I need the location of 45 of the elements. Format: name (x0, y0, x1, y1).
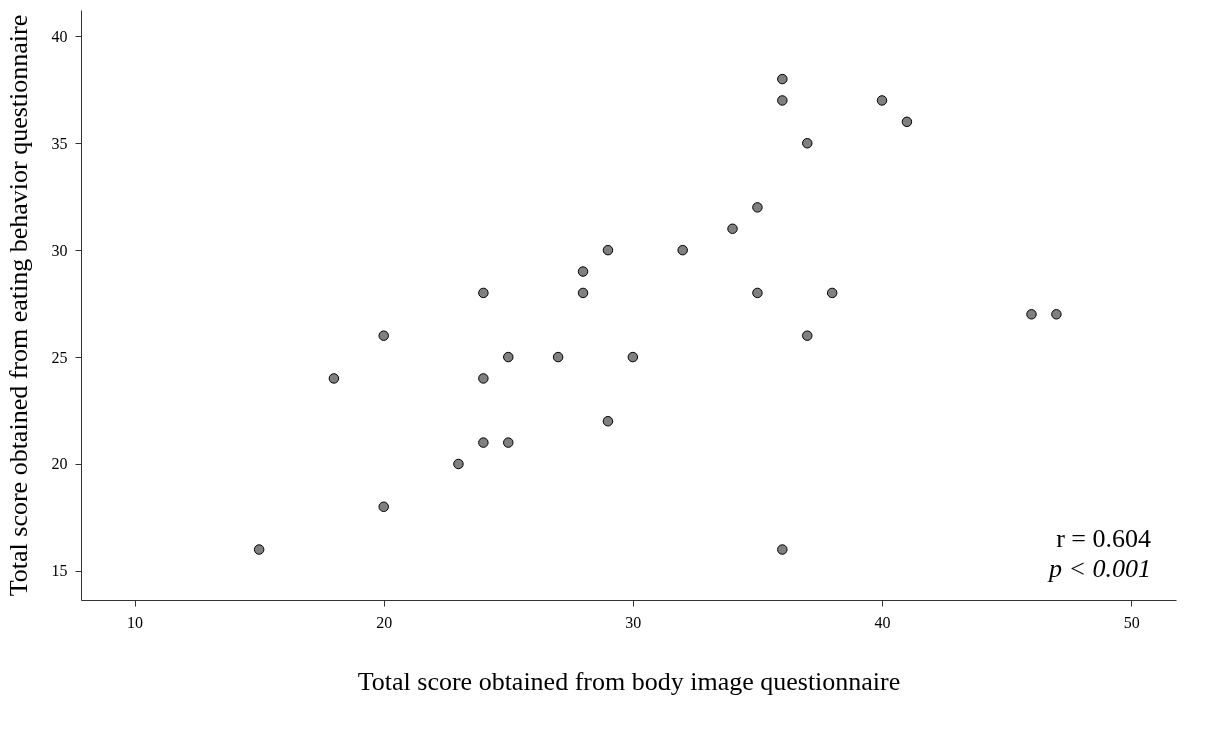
point (876, 95, 888, 106)
point (552, 351, 564, 363)
point (577, 266, 589, 277)
point (802, 137, 813, 149)
point (777, 73, 788, 85)
point (602, 415, 614, 427)
annotation: r = 0.604 (1056, 524, 1151, 553)
point (777, 95, 788, 106)
point (378, 501, 389, 512)
y-tick-label: 40 (51, 27, 68, 45)
point (802, 330, 813, 341)
point (727, 223, 738, 234)
x-tick-label: 30 (625, 613, 642, 631)
point (901, 116, 913, 128)
point (602, 244, 614, 256)
x-tick-label: 10 (127, 613, 144, 631)
y-tick-label: 20 (51, 455, 68, 473)
y-tick-label: 25 (51, 348, 68, 366)
point (1051, 309, 1062, 320)
point (328, 373, 340, 384)
point (627, 351, 639, 363)
y-tick-label: 30 (51, 241, 68, 259)
point (378, 330, 389, 341)
point (253, 544, 265, 555)
point (503, 351, 514, 363)
point (478, 373, 489, 384)
point (577, 287, 589, 299)
point (503, 437, 514, 448)
point (1026, 309, 1037, 320)
point (777, 544, 788, 555)
point (752, 287, 763, 299)
point (478, 287, 489, 299)
annotation: p < 0.001 (1046, 554, 1151, 583)
y-tick-label: 35 (51, 134, 68, 152)
x-tick-label: 20 (376, 613, 393, 631)
y-axis-title: Total score obtained from eating behavior questionnaire (3, 14, 33, 597)
point (752, 202, 763, 213)
point (826, 287, 838, 299)
x-tick-label: 40 (874, 613, 891, 631)
y-tick-label: 15 (51, 562, 68, 580)
x-axis-title: Total score obtained from body image questionnaire (357, 666, 901, 696)
x-tick-label: 50 (1123, 613, 1140, 631)
point (677, 244, 688, 256)
point (478, 437, 489, 448)
point (453, 458, 464, 470)
